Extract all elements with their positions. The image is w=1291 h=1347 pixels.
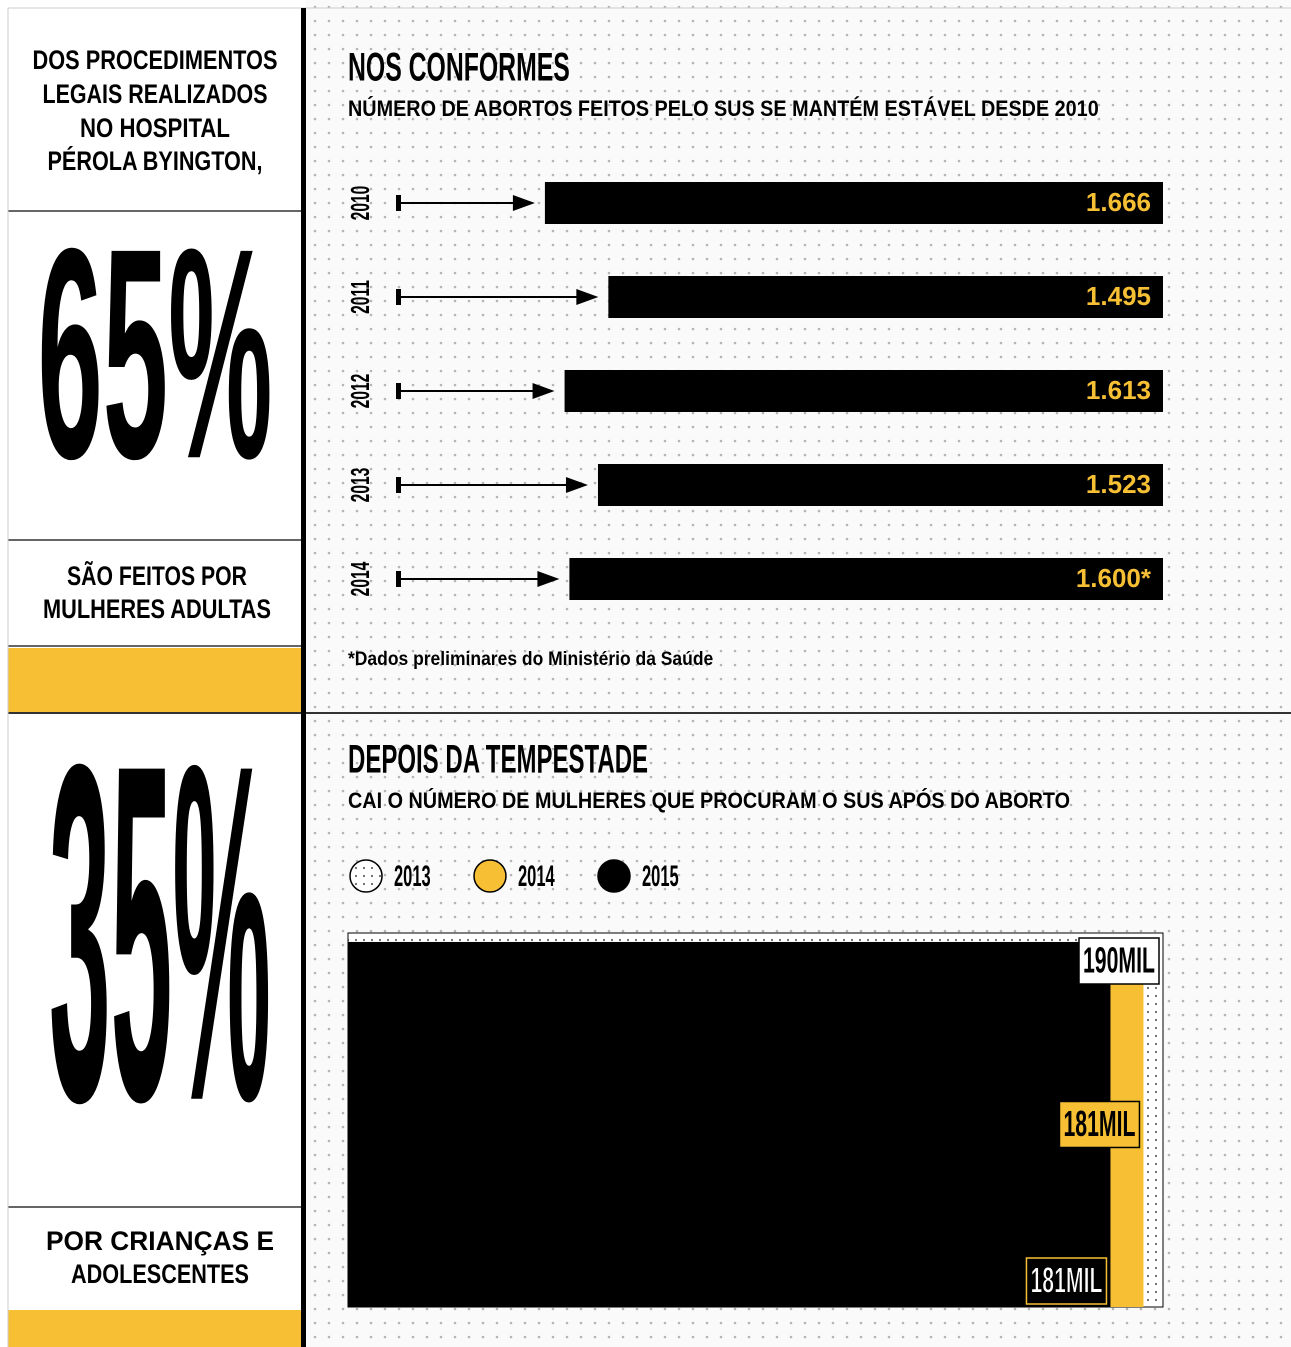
legend-swatch	[349, 859, 383, 893]
legend-swatch	[473, 859, 507, 893]
arrow-head	[576, 289, 599, 305]
yellow-band	[8, 648, 302, 712]
minors-line: POR CRIANÇAS E	[46, 1226, 274, 1256]
arrow-tail	[396, 195, 401, 211]
arrow-tail	[396, 383, 401, 399]
footnote: *Dados preliminares do Ministério da Saú…	[348, 649, 713, 670]
arrow-tail	[396, 571, 401, 587]
value-label: 190MIL	[1083, 940, 1155, 981]
chart-title: DEPOIS DA TEMPESTADE	[348, 738, 648, 782]
arrow-tail	[396, 289, 401, 305]
intro-line: DOS PROCEDIMENTOS	[33, 45, 278, 75]
category-label: 2014	[345, 561, 375, 596]
arrow-head	[532, 383, 555, 399]
value-label-box	[1078, 937, 1160, 985]
category-label: 2012	[345, 374, 375, 409]
legend-swatch	[597, 859, 631, 893]
arrow-head	[565, 477, 588, 493]
value-label: 1.523	[1086, 469, 1151, 499]
legend-label: 2015	[642, 860, 679, 893]
legend-label: 2014	[518, 860, 555, 893]
value-label: 181MIL	[1063, 1103, 1135, 1144]
adults-line: SÃO FEITOS POR	[67, 560, 247, 591]
bar	[564, 370, 1163, 412]
value-label-box	[1025, 1257, 1108, 1305]
intro-line: PÉROLA BYINGTON,	[48, 145, 263, 176]
value-label: 181MIL	[1030, 1260, 1102, 1301]
bar	[597, 464, 1163, 506]
category-label: 2011	[345, 280, 375, 314]
yellow-band	[8, 1310, 302, 1347]
bar	[544, 182, 1163, 224]
value-label: 1.613	[1086, 375, 1151, 405]
category-label: 2013	[345, 468, 375, 503]
intro-line: LEGAIS REALIZADOS	[43, 79, 268, 109]
bar	[569, 558, 1163, 600]
value-label-box	[1058, 1100, 1141, 1149]
chart-subtitle: CAI O NÚMERO DE MULHERES QUE PROCURAM O …	[348, 788, 1070, 813]
intro-line: NO HOSPITAL	[80, 113, 230, 143]
arrow-tail	[396, 477, 401, 493]
arrow-head	[537, 571, 560, 587]
column-rule	[301, 8, 306, 1347]
value-label: 1.666	[1086, 187, 1151, 217]
value-label: 1.600*	[1076, 563, 1152, 593]
bar	[608, 276, 1163, 318]
chart-title: NOS CONFORMES	[348, 46, 570, 90]
legend-label: 2013	[394, 860, 431, 893]
minors-line: ADOLESCENTES	[71, 1259, 249, 1289]
intro: DOS PROCEDIMENTOS LEGAIS REALIZADOS NO H…	[33, 45, 278, 176]
share-adults: 65%	[38, 185, 273, 521]
area-box	[348, 941, 1111, 1307]
arrow-head	[512, 195, 535, 211]
share-minors: 35%	[49, 664, 271, 1201]
value-label: 1.495	[1086, 281, 1151, 311]
category-label: 2010	[345, 186, 375, 221]
adults-line: MULHERES ADULTAS	[43, 594, 271, 624]
chart-subtitle: NÚMERO DE ABORTOS FEITOS PELO SUS SE MAN…	[348, 96, 1099, 121]
